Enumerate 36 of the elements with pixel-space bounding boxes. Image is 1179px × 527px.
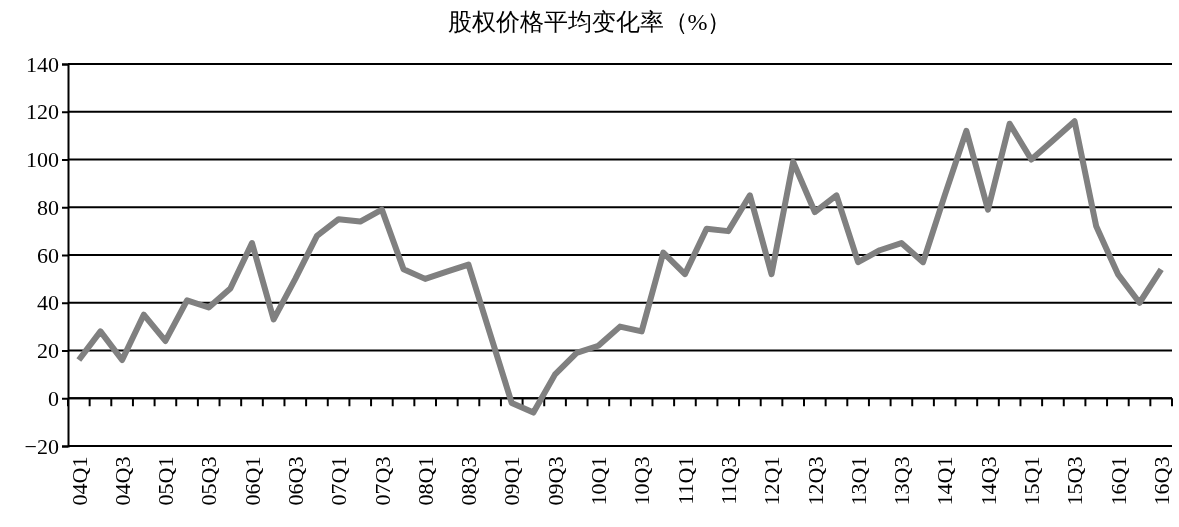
x-tick-label: 05Q1	[153, 456, 179, 506]
x-tick-label: 15Q3	[1062, 456, 1088, 506]
x-tick-label: 12Q3	[802, 456, 828, 506]
y-tick-label: 120	[26, 99, 59, 125]
chart-title: 股权价格平均变化率（%）	[447, 9, 732, 35]
x-tick-label: 13Q3	[889, 456, 915, 506]
x-tick-label: 06Q1	[239, 456, 265, 506]
x-tick-label: 09Q1	[499, 456, 525, 506]
x-tick-label: 10Q1	[586, 456, 612, 506]
y-tick-label: 60	[37, 242, 59, 268]
x-tick-label: 09Q3	[542, 456, 568, 506]
x-tick-label: 13Q1	[845, 456, 871, 506]
x-tick-label: 16Q1	[1105, 456, 1131, 506]
y-tick-label: 40	[37, 290, 59, 316]
x-tick-label: 15Q1	[1018, 456, 1044, 506]
x-tick-label: 16Q3	[1148, 456, 1174, 506]
y-tick-label: 140	[26, 51, 59, 77]
x-tick-label: 07Q1	[326, 456, 352, 506]
x-tick-label: 14Q3	[975, 456, 1001, 506]
x-tick-label: 07Q3	[369, 456, 395, 506]
x-tick-label: 04Q3	[109, 456, 135, 506]
y-tick-label: −20	[24, 433, 59, 459]
x-tick-label: 08Q3	[456, 456, 482, 506]
x-tick-label: 12Q1	[759, 456, 785, 506]
x-tick-label: 08Q1	[412, 456, 438, 506]
y-tick-label: 80	[37, 194, 59, 220]
x-tick-label: 06Q3	[282, 456, 308, 506]
x-tick-label: 14Q1	[932, 456, 958, 506]
x-tick-label: 11Q3	[715, 456, 741, 505]
x-tick-label: 10Q3	[629, 456, 655, 506]
y-tick-label: 20	[37, 338, 59, 364]
x-tick-label: 11Q1	[672, 456, 698, 505]
y-tick-label: 0	[48, 385, 59, 411]
x-tick-label: 05Q3	[196, 456, 222, 506]
x-tick-label: 04Q1	[66, 456, 92, 506]
y-tick-label: 100	[26, 147, 59, 173]
